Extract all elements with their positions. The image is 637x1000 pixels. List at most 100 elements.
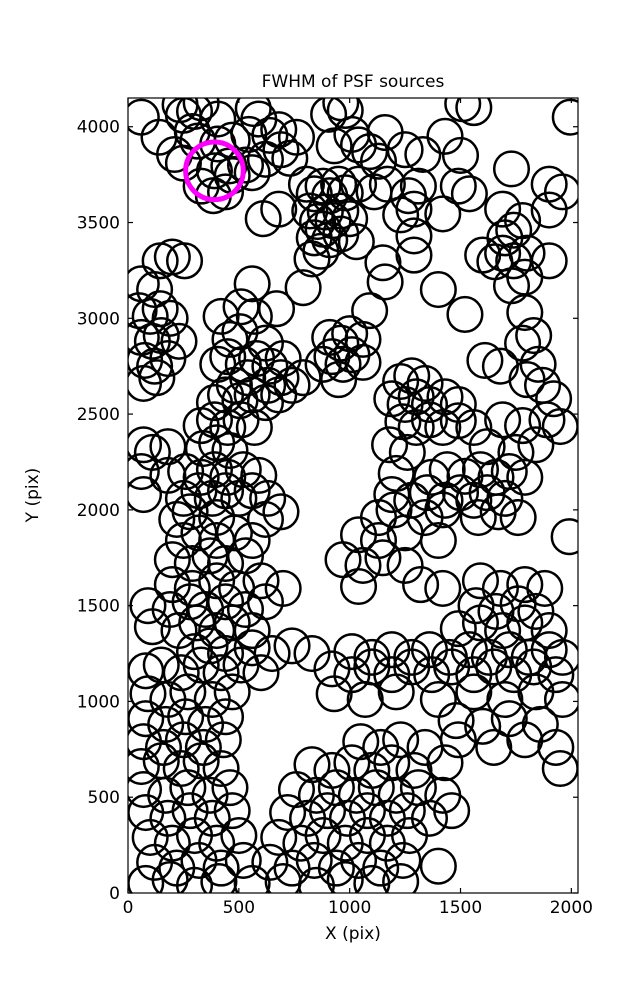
y-tick-labels: 0 500 1000 1500 2000 2500 3000 3500 4000 xyxy=(77,118,120,904)
psf-source-marker xyxy=(395,751,433,789)
psf-source-marker xyxy=(475,728,513,766)
psf-source-marker xyxy=(195,152,233,190)
psf-source-marker xyxy=(499,498,537,537)
psf-source-marker xyxy=(171,493,209,531)
psf-source-marker xyxy=(211,431,249,470)
psf-source-marker xyxy=(304,816,342,855)
psf-source-marker xyxy=(226,590,265,629)
psf-source-marker xyxy=(315,675,353,713)
psf-source-marker xyxy=(419,271,457,309)
psf-source-marker xyxy=(284,269,322,307)
psf-source-marker xyxy=(364,244,402,282)
psf-source-marker xyxy=(199,100,237,138)
psf-source-marker xyxy=(508,234,546,272)
psf-source-marker xyxy=(424,569,462,607)
psf-source-marker xyxy=(167,453,205,491)
psf-source-marker xyxy=(384,841,422,879)
psf-source-marker xyxy=(382,721,420,759)
psf-source-marker xyxy=(293,240,331,278)
psf-source-marker xyxy=(395,190,433,228)
psf-source-marker xyxy=(273,627,311,665)
psf-source-marker xyxy=(535,380,573,418)
psf-source-marker xyxy=(455,98,493,127)
psf-source-marker xyxy=(464,707,502,745)
psf-source-marker xyxy=(530,191,568,229)
psf-source-marker xyxy=(164,144,202,182)
psf-source-marker xyxy=(304,345,342,383)
psf-source-marker xyxy=(388,433,426,471)
psf-source-marker xyxy=(490,453,528,491)
psf-source-marker xyxy=(475,648,513,686)
psf-source-marker xyxy=(260,818,298,856)
psf-source-marker xyxy=(468,474,506,512)
psf-source-marker xyxy=(202,654,240,692)
psf-source-marker xyxy=(211,320,249,358)
psf-source-marker xyxy=(543,680,578,719)
x-tick-label: 1500 xyxy=(439,898,482,918)
psf-source-marker xyxy=(455,408,493,447)
psf-source-marker xyxy=(302,232,340,270)
psf-source-marker xyxy=(446,295,484,334)
psf-source-marker xyxy=(202,849,240,887)
psf-source-marker xyxy=(198,562,236,600)
psf-source-marker xyxy=(390,816,429,855)
psf-source-marker xyxy=(433,792,471,830)
x-tick-label: 2000 xyxy=(550,898,593,918)
psf-source-marker xyxy=(226,146,265,184)
psf-source-marker xyxy=(291,192,329,230)
psf-source-marker xyxy=(495,211,533,249)
psf-source-marker xyxy=(195,384,233,422)
x-tick-labels: 0 500 1000 1500 2000 xyxy=(123,898,593,918)
psf-source-marker xyxy=(419,847,457,885)
psf-source-marker xyxy=(413,656,451,694)
psf-source-marker xyxy=(351,292,389,330)
psf-source-marker xyxy=(297,866,335,893)
highlighted-source-circle xyxy=(183,139,246,203)
psf-source-marker xyxy=(388,792,426,830)
y-tick-label: 3000 xyxy=(77,309,120,329)
psf-source-marker xyxy=(395,217,433,255)
psf-source-marker xyxy=(461,604,499,642)
psf-source-marker xyxy=(490,700,528,738)
psf-source-marker xyxy=(171,792,209,830)
psf-source-marker xyxy=(310,98,348,133)
psf-source-marker xyxy=(242,562,280,600)
psf-source-marker xyxy=(131,297,169,335)
psf-source-marker xyxy=(153,541,191,579)
psf-source-marker xyxy=(433,648,471,686)
psf-source-marker xyxy=(151,299,189,337)
psf-source-marker xyxy=(131,818,169,856)
page-title: FWHM of PSF sources xyxy=(262,72,445,92)
psf-source-marker xyxy=(211,769,249,807)
psf-source-marker xyxy=(550,518,578,556)
psf-source-marker xyxy=(175,816,214,855)
psf-source-marker xyxy=(377,673,415,711)
psf-source-marker xyxy=(455,656,493,694)
psf-source-marker xyxy=(293,635,331,673)
psf-source-marker xyxy=(271,139,309,177)
psf-source-marker xyxy=(353,864,391,893)
psf-source-marker xyxy=(273,849,311,887)
psf-source-marker xyxy=(439,610,477,648)
psf-source-marker xyxy=(424,491,462,529)
y-axis-label: Y (pix) xyxy=(23,468,43,524)
psf-source-marker xyxy=(404,135,442,174)
psf-source-marker xyxy=(269,794,307,832)
x-tick-label: 0 xyxy=(123,898,134,918)
psf-source-marker xyxy=(287,165,325,203)
psf-source-marker xyxy=(249,479,287,517)
psf-source-marker xyxy=(233,612,271,650)
psf-source-marker xyxy=(439,402,477,440)
y-tick-label: 1500 xyxy=(77,597,120,617)
psf-source-marker xyxy=(342,723,380,761)
psf-source-marker xyxy=(173,544,211,583)
psf-source-marker xyxy=(517,673,555,711)
psf-source-marker xyxy=(128,748,160,786)
psf-source-marker xyxy=(461,562,499,600)
psf-source-marker xyxy=(308,792,347,830)
psf-source-marker xyxy=(207,173,245,211)
psf-source-marker xyxy=(313,650,351,688)
psf-source-marker xyxy=(207,583,245,621)
psf-source-marker xyxy=(128,771,163,809)
